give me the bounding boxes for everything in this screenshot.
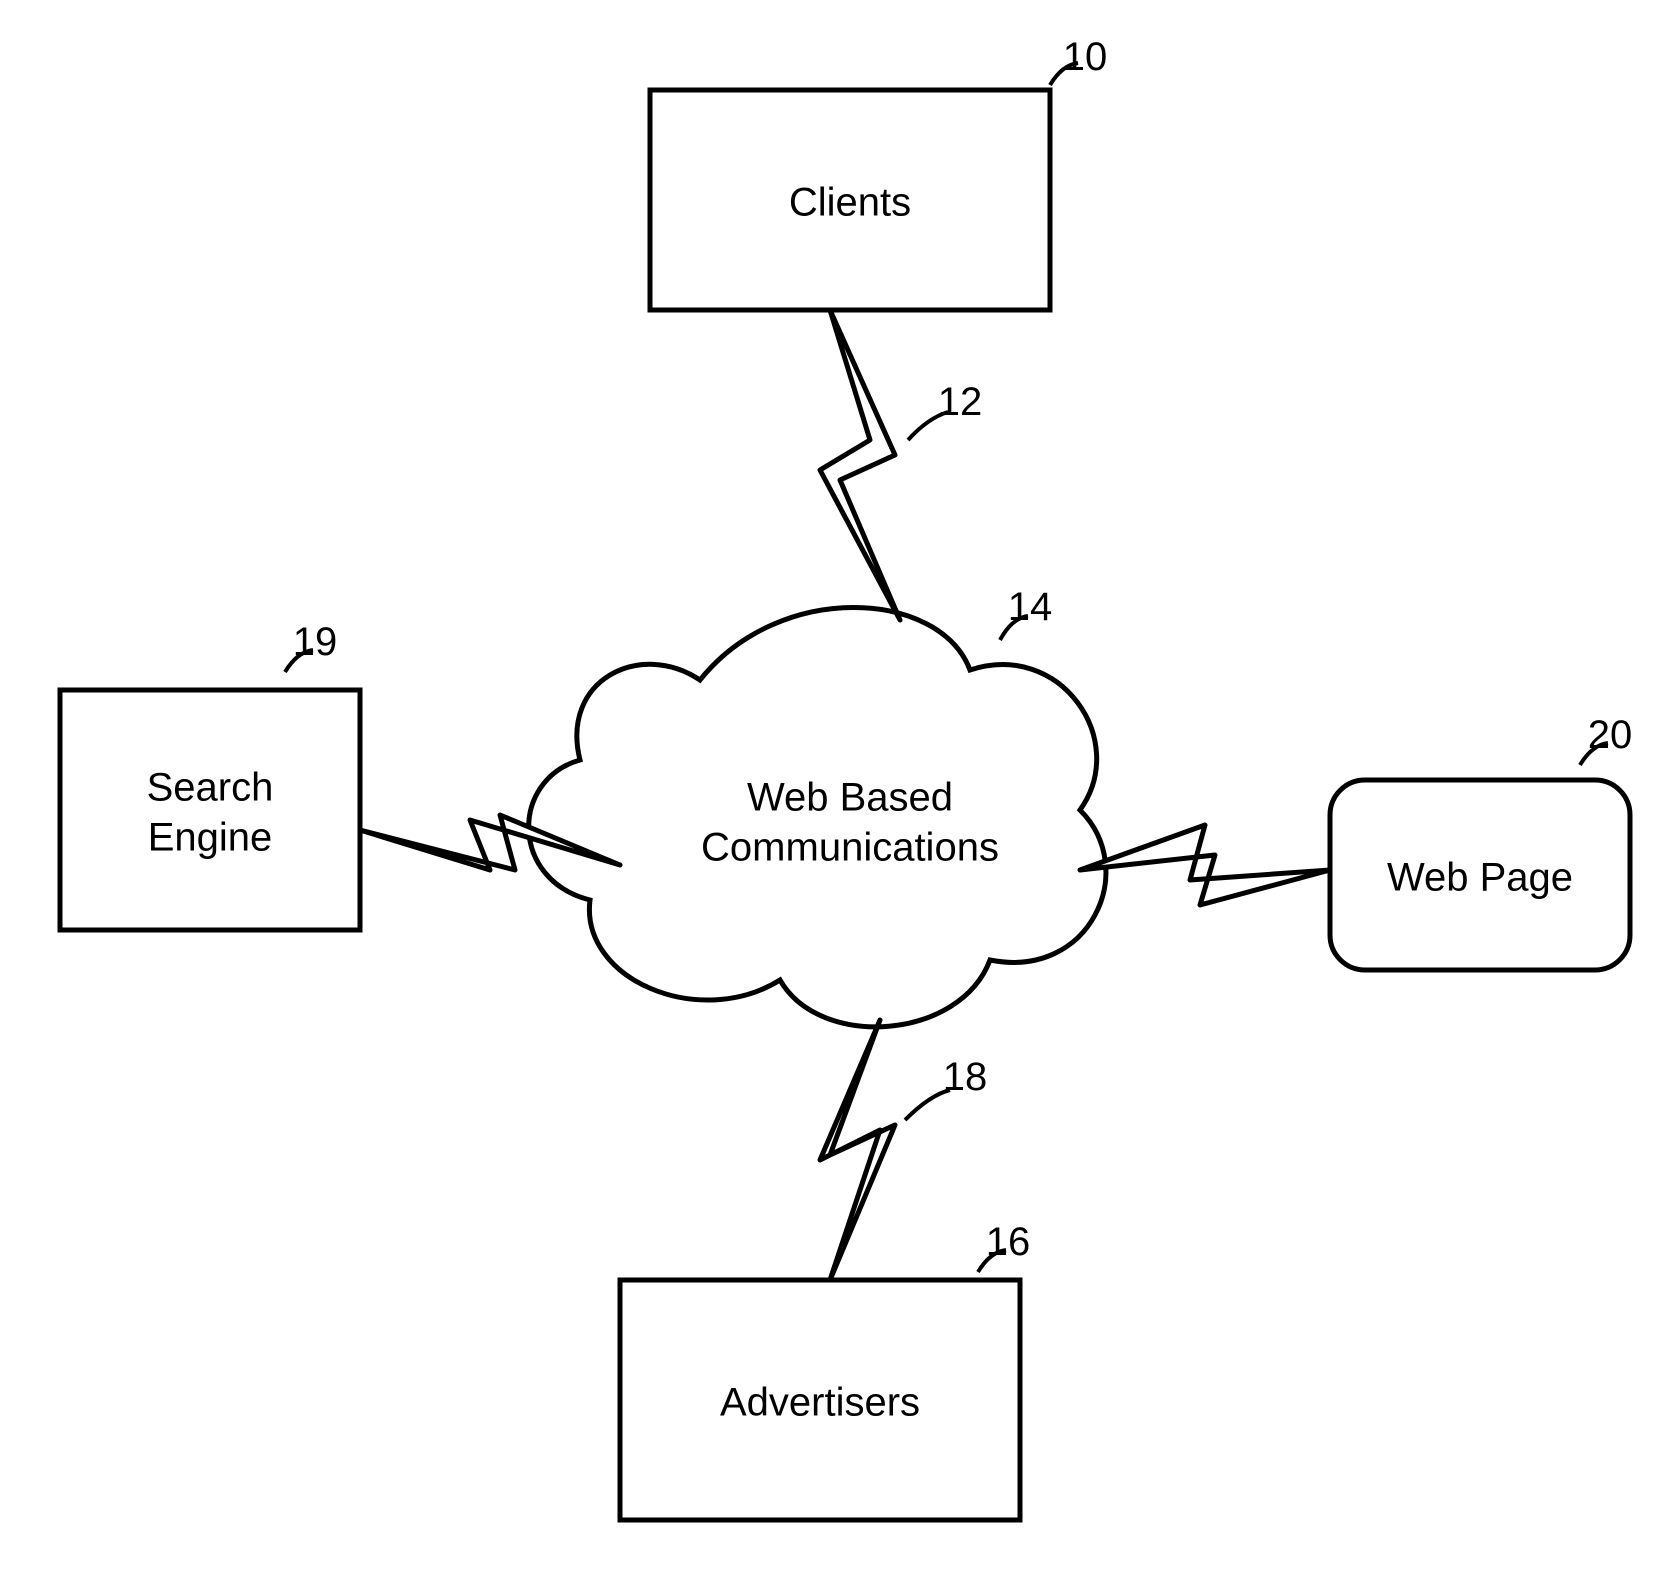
clients-node: Clients	[650, 90, 1050, 310]
advertisers-label: Advertisers	[720, 1381, 920, 1425]
advertisers-node: Advertisers	[620, 1280, 1020, 1520]
search-engine-box	[60, 690, 360, 930]
cloud-node: Web Based Communications	[529, 608, 1106, 1027]
web-page-label: Web Page	[1387, 856, 1573, 900]
web-page-ref: 20	[1588, 713, 1633, 757]
web-page-node: Web Page	[1330, 780, 1630, 970]
cloud-ref: 14	[1008, 585, 1053, 629]
bolt-advertisers-ref: 18	[943, 1055, 988, 1099]
bolt-webpage-cloud	[1080, 825, 1330, 905]
search-engine-label-line2: Engine	[148, 816, 273, 860]
search-engine-ref: 19	[293, 620, 338, 664]
bolt-clients-cloud	[820, 310, 900, 620]
bolt-clients-ref: 12	[938, 380, 983, 424]
clients-label: Clients	[789, 181, 911, 225]
cloud-label-line1: Web Based	[747, 776, 953, 820]
advertisers-ref: 16	[986, 1220, 1031, 1264]
clients-ref: 10	[1063, 35, 1108, 79]
search-engine-node: Search Engine	[60, 690, 360, 930]
bolt-advertisers-cloud	[820, 1020, 895, 1280]
search-engine-label-line1: Search	[147, 766, 274, 810]
cloud-label-line2: Communications	[701, 826, 999, 870]
